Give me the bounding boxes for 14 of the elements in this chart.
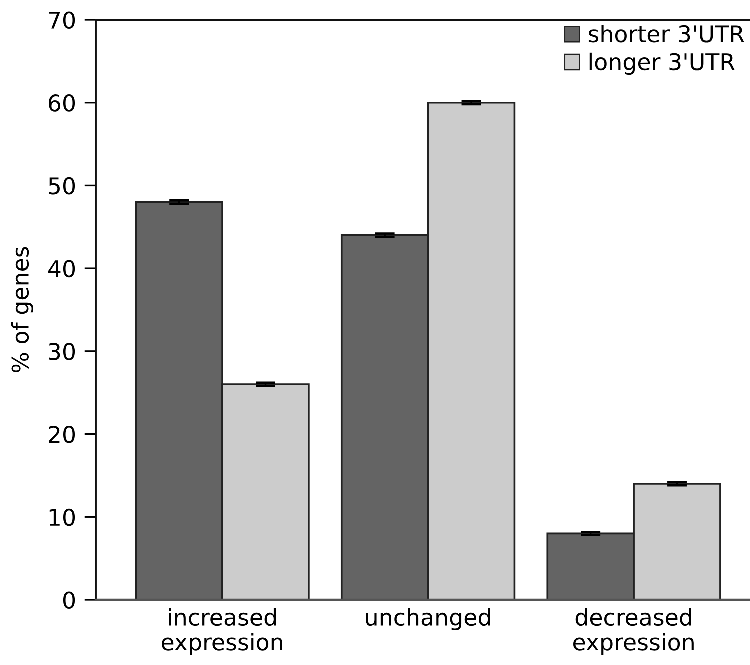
- y-tick-label: 10: [50, 508, 76, 526]
- legend-label: shorter 3'UTR: [588, 25, 744, 43]
- y-tick-label: 50: [49, 177, 76, 195]
- y-tick-label: 20: [49, 426, 76, 444]
- y-tick-label: 70: [49, 12, 76, 30]
- y-tick-label: 30: [49, 343, 76, 360]
- x-tick-label: decreased expression: [574, 608, 694, 656]
- y-tick-label: 0: [63, 592, 76, 610]
- legend-label: longer 3'UTR: [590, 52, 735, 76]
- y-axis-title: % of genes: [11, 247, 34, 373]
- x-tick-label: unchanged: [366, 608, 490, 631]
- y-tick-label: 60: [48, 94, 76, 112]
- y-tick-label: 40: [48, 260, 76, 278]
- x-tick-label: increased expression: [162, 608, 282, 656]
